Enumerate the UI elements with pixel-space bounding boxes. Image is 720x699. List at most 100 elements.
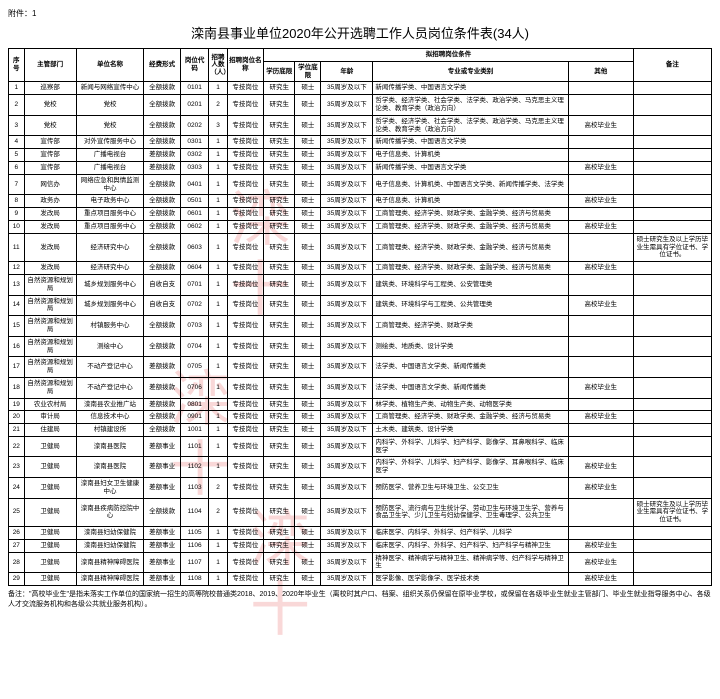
- cell-remark: [633, 377, 711, 398]
- cell-age: 35周岁及以下: [321, 478, 373, 499]
- cell-code: 0703: [180, 316, 209, 337]
- th-code: 岗位代码: [180, 49, 209, 82]
- cell-remark: [633, 436, 711, 457]
- cell-deg: 硕士: [295, 274, 321, 295]
- cell-major: 预防医学、营养卫生与环境卫生、公交卫生: [373, 478, 568, 499]
- cell-other: 高校毕业生: [568, 262, 633, 275]
- table-row: 19农业农村局滦南县农业推广站差额拨款08011专技岗位研究生硕士35周岁及以下…: [9, 398, 712, 411]
- cell-other: [568, 357, 633, 378]
- cell-num: 1: [209, 398, 227, 411]
- cell-major: 内科学、外科学、儿科学、妇产科学、影像学、耳鼻喉科学、临床医学: [373, 436, 568, 457]
- cell-seq: 9: [9, 208, 25, 221]
- cell-code: 0603: [180, 233, 209, 261]
- cell-major: 建筑类、环境科学与工程类、公安管理类: [373, 274, 568, 295]
- cell-fund: 全额拨款: [144, 208, 180, 221]
- cell-other: [568, 424, 633, 437]
- cell-edu: 研究生: [264, 552, 295, 573]
- cell-seq: 27: [9, 539, 25, 552]
- cell-other: [568, 95, 633, 116]
- cell-pos: 专技岗位: [227, 82, 263, 95]
- cell-code: 0604: [180, 262, 209, 275]
- cell-deg: 硕士: [295, 220, 321, 233]
- cell-remark: [633, 174, 711, 195]
- table-row: 15自然资源和规划局村镇服务中心全额拨款07031专技岗位研究生硕士35周岁及以…: [9, 316, 712, 337]
- cell-edu: 研究生: [264, 149, 295, 162]
- cell-deg: 硕士: [295, 161, 321, 174]
- cell-code: 0201: [180, 95, 209, 116]
- cell-seq: 13: [9, 274, 25, 295]
- cell-pos: 专技岗位: [227, 115, 263, 136]
- cell-pos: 专技岗位: [227, 357, 263, 378]
- cell-seq: 26: [9, 527, 25, 540]
- cell-fund: 差额拨款: [144, 377, 180, 398]
- cell-remark: [633, 336, 711, 357]
- cell-dept: 自然资源和规划局: [24, 357, 76, 378]
- cell-age: 35周岁及以下: [321, 262, 373, 275]
- cell-unit: 滦南县妇女卫生健康中心: [76, 478, 144, 499]
- cell-seq: 4: [9, 136, 25, 149]
- cell-dept: 卫健局: [24, 457, 76, 478]
- cell-major: 工商管理类、经济学类、财政学类、金融学类、经济与贸易类: [373, 208, 568, 221]
- cell-code: 0701: [180, 274, 209, 295]
- cell-remark: [633, 262, 711, 275]
- cell-edu: 研究生: [264, 220, 295, 233]
- cell-pos: 专技岗位: [227, 527, 263, 540]
- cell-unit: 滦南县医院: [76, 457, 144, 478]
- cell-dept: 政务办: [24, 195, 76, 208]
- cell-other: 高校毕业生: [568, 195, 633, 208]
- cell-num: 1: [209, 411, 227, 424]
- cell-edu: 研究生: [264, 527, 295, 540]
- svg-text:十: 十: [250, 577, 310, 643]
- cell-other: [568, 398, 633, 411]
- cell-num: 1: [209, 274, 227, 295]
- cell-dept: 发改局: [24, 262, 76, 275]
- cell-fund: 全额拨款: [144, 498, 180, 526]
- cell-remark: [633, 295, 711, 316]
- cell-edu: 研究生: [264, 262, 295, 275]
- cell-remark: [633, 552, 711, 573]
- cell-age: 35周岁及以下: [321, 316, 373, 337]
- cell-unit: 滦南县妇幼保健院: [76, 527, 144, 540]
- cell-deg: 硕士: [295, 377, 321, 398]
- th-other: 其他: [568, 61, 633, 82]
- cell-pos: 专技岗位: [227, 195, 263, 208]
- cell-seq: 7: [9, 174, 25, 195]
- cell-major: 法学类、中国语言文学类、新闻传播类: [373, 377, 568, 398]
- cell-code: 0702: [180, 295, 209, 316]
- cell-code: 0302: [180, 149, 209, 162]
- cell-pos: 专技岗位: [227, 274, 263, 295]
- cell-unit: 经济研究中心: [76, 233, 144, 261]
- cell-seq: 16: [9, 336, 25, 357]
- cell-fund: 差额拨款: [144, 357, 180, 378]
- cell-edu: 研究生: [264, 336, 295, 357]
- cell-unit: 滦南县精神障碍医院: [76, 573, 144, 586]
- cell-seq: 19: [9, 398, 25, 411]
- table-row: 18自然资源和规划局不动产登记中心差额拨款07061专技岗位研究生硕士35周岁及…: [9, 377, 712, 398]
- cell-edu: 研究生: [264, 411, 295, 424]
- cell-code: 0101: [180, 82, 209, 95]
- cell-age: 35周岁及以下: [321, 336, 373, 357]
- table-row: 16自然资源和规划局测绘中心全额拨款07041专技岗位研究生硕士35周岁及以下测…: [9, 336, 712, 357]
- cell-dept: 自然资源和规划局: [24, 377, 76, 398]
- cell-code: 1103: [180, 478, 209, 499]
- table-row: 26卫健局滦南县妇幼保健院差额事业11051专技岗位研究生硕士35周岁及以下临床…: [9, 527, 712, 540]
- cell-pos: 专技岗位: [227, 262, 263, 275]
- cell-remark: [633, 161, 711, 174]
- cell-deg: 硕士: [295, 115, 321, 136]
- cell-major: 工商管理类、经济学类、财政学类、金融学类、经济与贸易类: [373, 262, 568, 275]
- cell-dept: 卫健局: [24, 478, 76, 499]
- cell-seq: 15: [9, 316, 25, 337]
- cell-unit: 重点项目服务中心: [76, 220, 144, 233]
- cell-num: 1: [209, 136, 227, 149]
- cell-fund: 差额拨款: [144, 398, 180, 411]
- cell-edu: 研究生: [264, 398, 295, 411]
- cell-deg: 硕士: [295, 573, 321, 586]
- cell-dept: 自然资源和规划局: [24, 274, 76, 295]
- cell-edu: 研究生: [264, 161, 295, 174]
- cell-age: 35周岁及以下: [321, 220, 373, 233]
- th-deg: 学位底限: [295, 61, 321, 82]
- cell-edu: 研究生: [264, 457, 295, 478]
- cell-num: 2: [209, 478, 227, 499]
- cell-unit: 对外宣传服务中心: [76, 136, 144, 149]
- cell-edu: 研究生: [264, 377, 295, 398]
